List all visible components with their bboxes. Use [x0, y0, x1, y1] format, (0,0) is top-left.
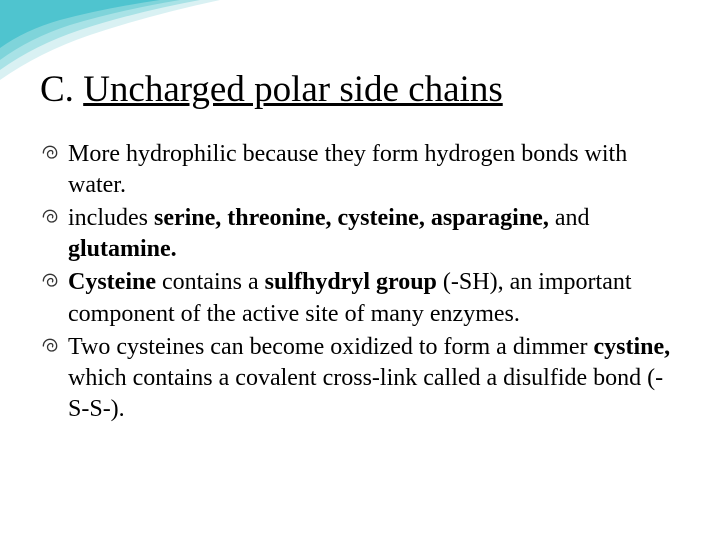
bullet-text: Two cysteines can become oxidized to for… [68, 334, 670, 422]
bullet-item: More hydrophilic because they form hydro… [40, 139, 680, 201]
bullet-text: More hydrophilic because they form hydro… [68, 141, 627, 198]
slide: C. Uncharged polar side chains More hydr… [0, 0, 720, 540]
bullet-list: More hydrophilic because they form hydro… [40, 139, 680, 426]
bullet-text: includes serine, threonine, cysteine, as… [68, 205, 590, 262]
bullet-item: Two cysteines can become oxidized to for… [40, 332, 680, 426]
swirl-icon [40, 207, 62, 229]
swirl-icon [40, 143, 62, 165]
bullet-text: Cysteine contains a sulfhydryl group (-S… [68, 269, 632, 326]
bullet-item: Cysteine contains a sulfhydryl group (-S… [40, 267, 680, 329]
slide-title: C. Uncharged polar side chains [40, 70, 680, 111]
swirl-icon [40, 271, 62, 293]
swirl-icon [40, 336, 62, 358]
bullet-item: includes serine, threonine, cysteine, as… [40, 203, 680, 265]
title-main: Uncharged polar side chains [83, 69, 503, 110]
title-prefix: C. [40, 69, 83, 110]
